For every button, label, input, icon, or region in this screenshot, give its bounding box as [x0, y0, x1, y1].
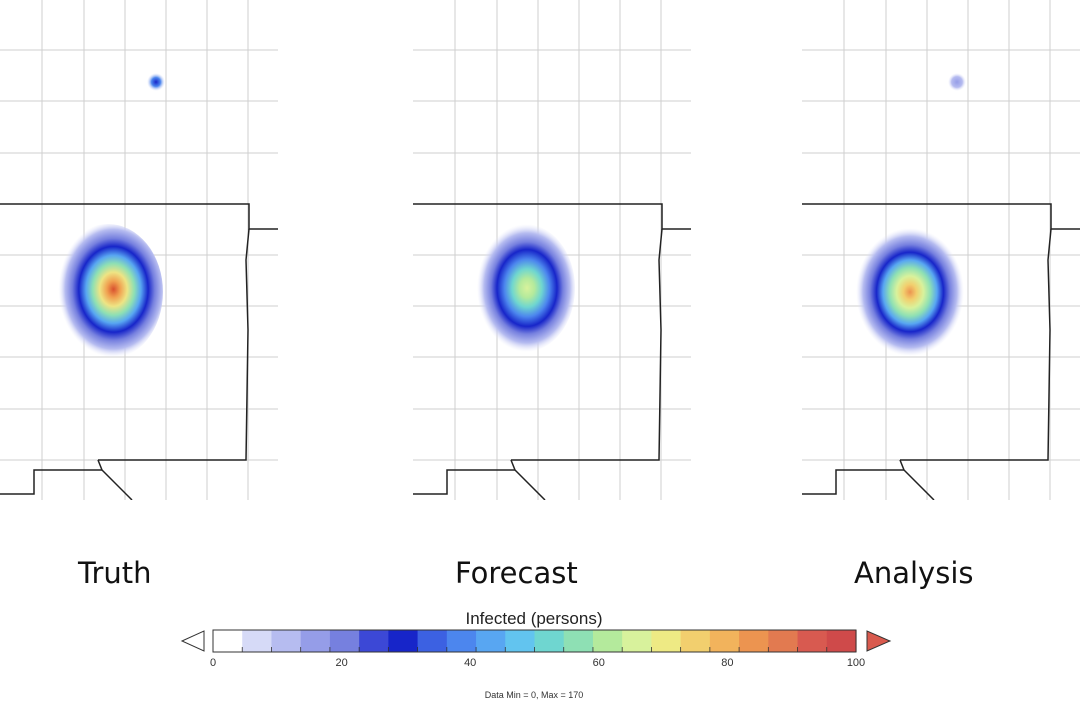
infection-plume: [856, 228, 964, 356]
colorbar-swatch: [446, 630, 477, 652]
colorbar-swatch: [242, 630, 273, 652]
forecast-map-panel: [413, 0, 691, 500]
infection-hotspot: [948, 73, 966, 91]
colorbar-legend: Infected (persons) 0 20 40 60 80 100 Data Min…: [180, 609, 892, 700]
state-borders: [802, 203, 1080, 500]
panel-label-forecast: Forecast: [455, 556, 578, 590]
truth-map: [0, 0, 278, 500]
infection-plume: [53, 224, 163, 360]
panel-label-analysis: Analysis: [854, 556, 974, 590]
colorbar-swatch: [592, 630, 623, 652]
colorbar-swatch: [359, 630, 389, 652]
infection-plume: [475, 224, 575, 352]
colorbar-swatch: [476, 630, 506, 652]
analysis-map-panel: [802, 0, 1080, 500]
colorbar-data-range-note: Data Min = 0, Max = 170: [485, 690, 584, 700]
colorbar-swatch: [388, 630, 419, 652]
colorbar-tick-label: 40: [464, 657, 476, 669]
colorbar-swatch: [826, 630, 857, 652]
colorbar-under-arrow: [180, 630, 205, 652]
colorbar-over-arrow: [866, 630, 892, 652]
colorbar-swatch: [651, 630, 682, 652]
forecast-map: [413, 0, 691, 500]
colorbar-title: Infected (persons): [465, 609, 602, 628]
colorbar-swatch: [768, 630, 799, 652]
panel-label-truth: Truth: [78, 556, 152, 590]
colorbar-frame: [212, 629, 857, 653]
colorbar-swatch: [739, 630, 769, 652]
colorbar-swatch: [271, 630, 302, 652]
colorbar-swatch: [534, 630, 565, 652]
colorbar-swatch: [709, 630, 740, 652]
state-borders: [413, 203, 691, 500]
colorbar-swatch: [797, 630, 828, 652]
colorbar-swatch: [505, 630, 536, 652]
state-borders: [0, 203, 278, 500]
infection-hotspot: [147, 73, 165, 91]
colorbar-swatch: [622, 630, 653, 652]
colorbar-swatches: [213, 630, 857, 652]
colorbar-swatch: [329, 630, 360, 652]
colorbar-tick-label: 20: [335, 657, 347, 669]
colorbar-tick-label: 60: [593, 657, 605, 669]
colorbar-ticks: 0 20 40 60 80 100: [210, 657, 865, 669]
colorbar-swatch: [563, 630, 594, 652]
colorbar-swatch: [213, 630, 243, 652]
truth-map-panel: [0, 0, 278, 500]
colorbar-tick-label: 100: [847, 657, 865, 669]
colorbar-tick-label: 80: [721, 657, 733, 669]
analysis-map: [802, 0, 1080, 500]
colorbar-swatch: [680, 630, 711, 652]
colorbar-swatch: [300, 630, 331, 652]
colorbar-swatch: [417, 630, 448, 652]
colorbar-tick-label: 0: [210, 657, 216, 669]
colorbar-minor-ticks: [241, 647, 828, 652]
map-grid: [413, 0, 691, 500]
